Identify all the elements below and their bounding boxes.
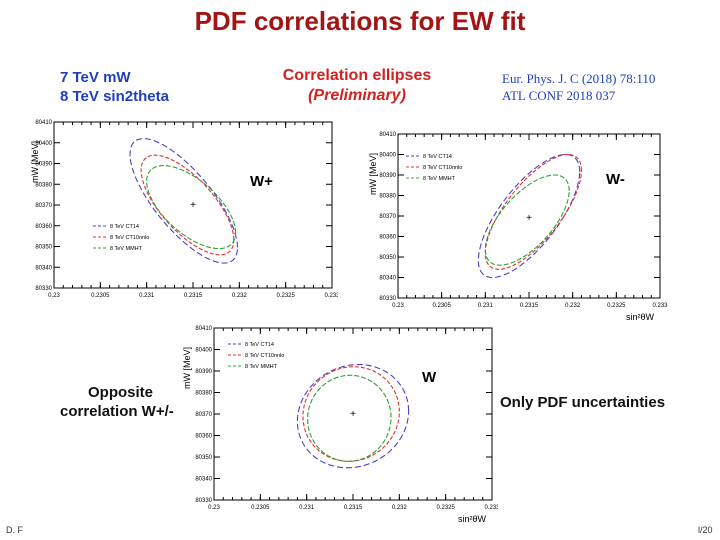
y-tick-label: 80330 (379, 296, 396, 302)
central-value-marker: + (190, 200, 196, 211)
x-tick-label: 0.23 (392, 303, 404, 309)
x-tick-label: 0.23 (48, 293, 60, 299)
ellipse-8-tev-mmht (146, 165, 237, 250)
footer-page: l/20 (698, 525, 713, 535)
panel-label: W- (606, 171, 625, 188)
chart-w-plus: 0.23 0.2305 0.231 0.2315 0.232 0.2325 0.233 803… (30, 120, 338, 303)
conf-reference: ATL CONF 2018 037 (502, 88, 616, 103)
y-tick-label: 80350 (35, 245, 52, 251)
x-tick-label: 0.2305 (432, 303, 451, 309)
y-tick-label: 80360 (379, 235, 396, 241)
plot-frame (213, 327, 493, 501)
y-tick-label: 80340 (379, 276, 396, 282)
y-tick-label: 80370 (379, 214, 396, 220)
x-tick-label: 0.233 (484, 505, 498, 511)
central-value-marker: + (350, 409, 356, 420)
note-line-mw: 7 TeV mW (60, 69, 131, 86)
opposite-correlation-note: Opposite correlation W+/- (60, 383, 174, 421)
legend-entry: 8 TeV MMHT (423, 176, 456, 182)
x-tick-label: 0.232 (392, 505, 408, 511)
plot-frame (53, 121, 333, 289)
note-line-sin2theta: 8 TeV sin2theta (60, 88, 169, 105)
ellipse-8-tev-mmht (307, 374, 392, 462)
legend-entry: 8 TeV CT10nnlo (110, 235, 149, 241)
plot-frame (397, 133, 661, 299)
x-tick-label: 0.233 (652, 303, 668, 309)
x-tick-label: 0.2305 (251, 505, 270, 511)
x-tick-label: 0.232 (232, 293, 248, 299)
x-tick-label: 0.23 (208, 505, 220, 511)
x-tick-label: 0.231 (139, 293, 155, 299)
y-tick-label: 80410 (379, 132, 396, 138)
x-tick-label: 0.2315 (520, 303, 539, 309)
reference-note: Eur. Phys. J. C (2018) 78:110 ATL CONF 2… (502, 70, 655, 104)
legend-entry: 8 TeV CT14 (245, 342, 274, 348)
y-tick-label: 80380 (379, 194, 396, 200)
x-tick-label: 0.2315 (344, 505, 363, 511)
correlation-ellipses-note: Correlation ellipses (Preliminary) (262, 66, 452, 106)
x-tick-label: 0.231 (478, 303, 494, 309)
chart-w-combined: 0.23 0.2305 0.231 0.2315 0.232 0.2325 0.233 803… (182, 326, 498, 524)
ellipse-8-tev-ct10nnlo (140, 154, 235, 256)
y-axis-label: mW [MeV] (30, 141, 40, 183)
legend-entry: 8 TeV CT10nnlo (423, 165, 462, 171)
y-tick-label: 80390 (35, 162, 52, 168)
x-axis-label: sin²θW (626, 312, 655, 322)
legend-entry: 8 TeV CT14 (110, 224, 139, 230)
ellipses-heading: Correlation ellipses (282, 67, 432, 84)
central-value-marker: + (526, 213, 532, 224)
y-tick-label: 80360 (195, 434, 212, 440)
footer-author: D. F (6, 525, 23, 535)
y-tick-label: 80390 (379, 173, 396, 179)
only-pdf-note: Only PDF uncertainties (500, 394, 666, 411)
ellipse-8-tev-ct14 (477, 153, 581, 279)
y-tick-label: 80330 (195, 498, 212, 504)
y-tick-label: 80400 (195, 348, 212, 354)
y-tick-label: 80330 (35, 286, 52, 292)
y-tick-label: 80340 (195, 477, 212, 483)
y-tick-label: 80400 (35, 141, 52, 147)
correlation-line: correlation W+/- (60, 403, 174, 420)
x-tick-label: 0.2325 (276, 293, 295, 299)
panel-label: W (422, 369, 437, 386)
y-tick-label: 80410 (35, 120, 52, 126)
y-tick-label: 80370 (195, 412, 212, 418)
y-tick-label: 80350 (379, 255, 396, 261)
measurement-note: 7 TeV mW 8 TeV sin2theta (60, 68, 169, 106)
y-tick-label: 80390 (195, 369, 212, 375)
x-tick-label: 0.231 (299, 505, 315, 511)
y-tick-label: 80380 (195, 391, 212, 397)
y-tick-label: 80400 (379, 153, 396, 159)
panel-label: W+ (250, 173, 273, 190)
legend-entry: 8 TeV CT10nnlo (245, 353, 284, 359)
x-tick-label: 0.2325 (436, 505, 455, 511)
ellipse-8-tev-ct10nnlo (302, 366, 400, 462)
ellipse-8-tev-ct14 (296, 364, 410, 469)
y-tick-label: 80340 (35, 265, 52, 271)
journal-reference: Eur. Phys. J. C (2018) 78:110 (502, 71, 656, 86)
x-tick-label: 0.233 (324, 293, 338, 299)
legend-entry: 8 TeV MMHT (245, 364, 278, 370)
y-tick-label: 80350 (195, 455, 212, 461)
x-tick-label: 0.2305 (91, 293, 110, 299)
y-tick-label: 80370 (35, 203, 52, 209)
preliminary-label: (Preliminary) (308, 87, 406, 104)
x-axis-label: sin²θW (298, 302, 327, 303)
x-tick-label: 0.232 (565, 303, 581, 309)
y-tick-label: 80380 (35, 182, 52, 188)
x-tick-label: 0.2325 (607, 303, 626, 309)
chart-w-minus: 0.23 0.2305 0.231 0.2315 0.232 0.2325 0.233 803… (368, 132, 668, 322)
legend-entry: 8 TeV MMHT (110, 246, 143, 252)
y-axis-label: mW [MeV] (368, 153, 378, 195)
opposite-line: Opposite (88, 384, 154, 401)
y-axis-label: mW [MeV] (182, 347, 192, 389)
legend-entry: 8 TeV CT14 (423, 154, 452, 160)
x-tick-label: 0.2315 (184, 293, 203, 299)
ellipse-8-tev-mmht (484, 174, 570, 266)
slide-title: PDF correlations for EW fit (194, 6, 526, 36)
y-tick-label: 80360 (35, 224, 52, 230)
x-axis-label: sin²θW (458, 514, 487, 524)
y-tick-label: 80410 (195, 326, 212, 332)
